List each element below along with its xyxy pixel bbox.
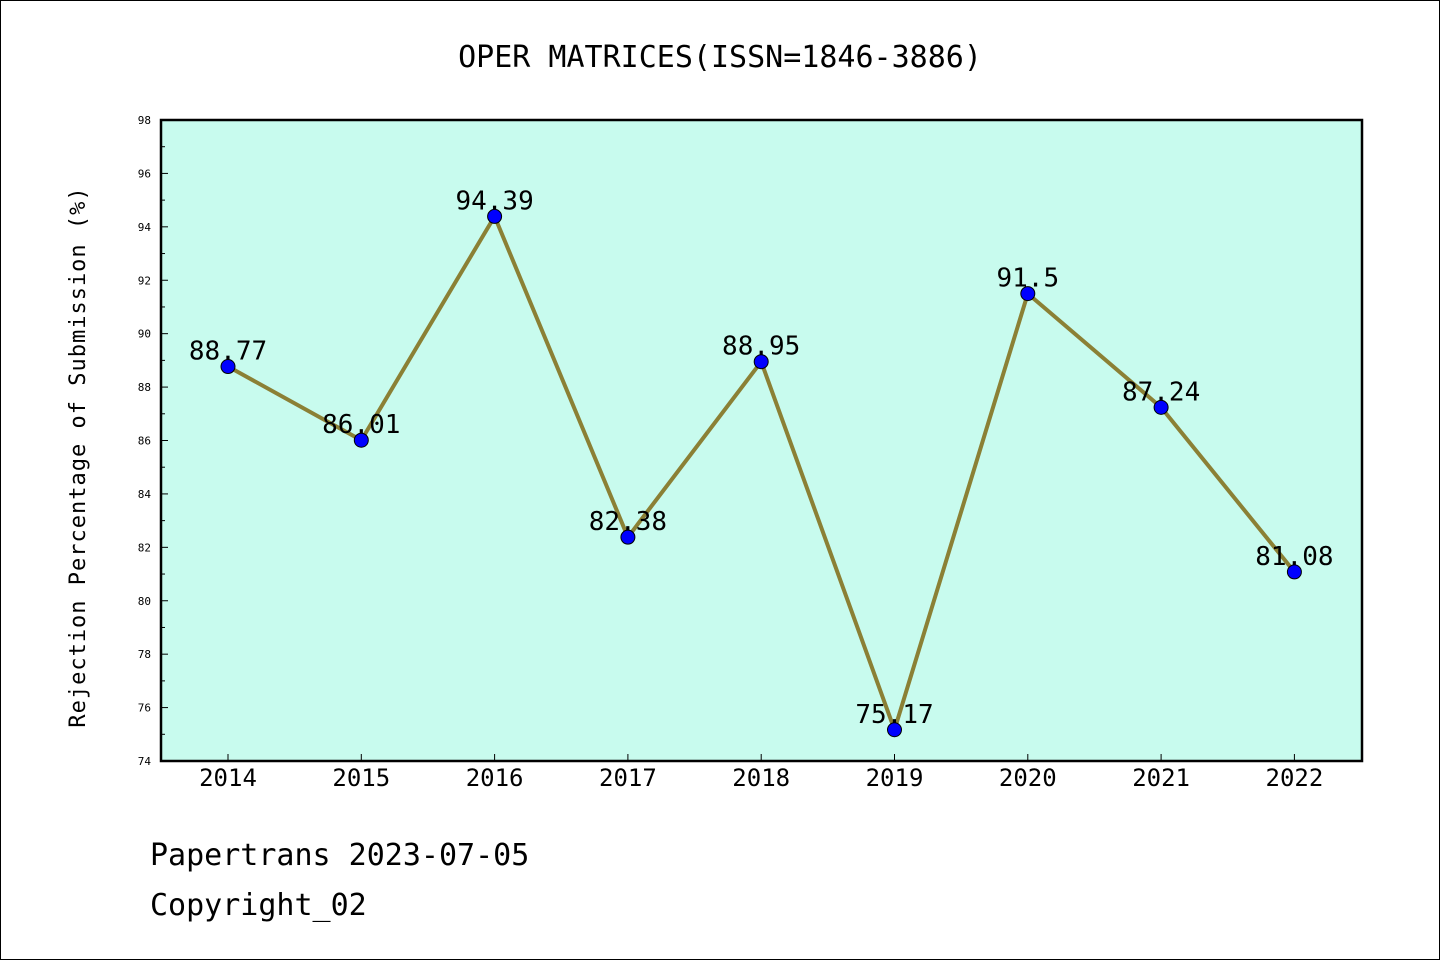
y-tick-label: 78	[138, 648, 151, 661]
y-tick-label: 86	[138, 435, 151, 448]
data-point	[1020, 286, 1036, 302]
y-tick-label: 74	[138, 755, 152, 768]
y-tick-label: 96	[138, 167, 151, 180]
footer-date: Papertrans 2023-07-05	[150, 838, 529, 873]
x-tick-label: 2018	[732, 764, 790, 792]
x-axis: 2014 2015 2016 2017 2018 2019 2020 2021 2022	[199, 754, 1323, 792]
x-tick-label: 2017	[599, 764, 657, 792]
data-point	[887, 722, 902, 738]
x-tick-label: 2022	[1266, 764, 1324, 792]
data-point	[220, 359, 236, 375]
chart-title: OPER MATRICES(ISSN=1846-3886)	[458, 40, 982, 75]
x-tick-label: 2021	[1132, 764, 1190, 792]
y-axis-label: Rejection Percentage of Submission (%)	[66, 186, 91, 727]
data-point	[353, 432, 369, 448]
data-point	[487, 208, 503, 224]
data-label: 88.77	[189, 337, 267, 367]
data-label: 75.17	[855, 700, 933, 730]
y-tick-label: 82	[138, 541, 151, 554]
y-tick-label: 92	[138, 274, 151, 287]
y-axis: 74 76 78 80 82 84 86 88 90 92 94 96 98	[138, 114, 168, 768]
y-tick-label: 94	[138, 221, 152, 234]
y-tick-label: 84	[138, 488, 152, 501]
x-tick-label: 2015	[332, 764, 390, 792]
data-point	[620, 529, 636, 545]
x-tick-label: 2016	[466, 764, 524, 792]
y-tick-label: 88	[138, 381, 151, 394]
data-point	[1286, 564, 1302, 580]
y-tick-label: 76	[138, 702, 151, 715]
data-point	[753, 354, 769, 370]
data-label: 87.24	[1122, 377, 1200, 407]
y-tick-label: 90	[138, 328, 151, 341]
data-label: 86.01	[322, 410, 400, 440]
y-tick-label: 98	[138, 114, 151, 127]
x-tick-label: 2020	[999, 764, 1057, 792]
data-label: 82.38	[589, 507, 667, 537]
data-label: 94.39	[455, 186, 533, 216]
data-point	[1153, 399, 1169, 415]
chart-marks: 88.77 86.01 94.39 82.38 88.95 75.17 91.5 87.24 8…	[189, 186, 1334, 738]
x-tick-label: 2014	[199, 764, 257, 792]
footer-copyright: Copyright_02	[150, 888, 367, 923]
y-tick-label: 80	[138, 595, 151, 608]
x-tick-label: 2019	[866, 764, 924, 792]
plot-area	[161, 120, 1362, 761]
data-label: 81.08	[1255, 542, 1333, 572]
data-label: 88.95	[722, 332, 800, 362]
data-label: 91.5	[996, 264, 1059, 294]
